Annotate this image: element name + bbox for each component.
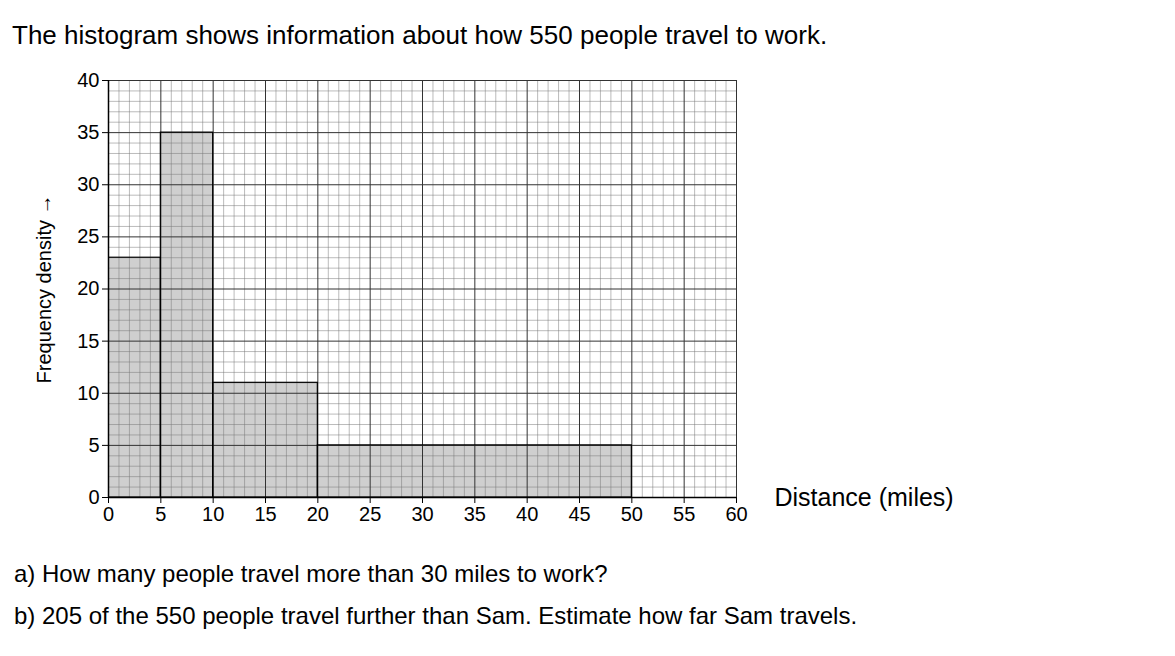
svg-text:15: 15 <box>254 503 276 525</box>
svg-text:30: 30 <box>411 503 433 525</box>
svg-text:20: 20 <box>307 503 329 525</box>
html-text:a) How many people travel more: a) How many people travel more than 30 m… <box>14 560 608 587</box>
svg-text:25: 25 <box>77 225 99 247</box>
html-text:b) 205 of the 550 people trave: b) 205 of the 550 people travel further … <box>14 602 858 629</box>
svg-text:60: 60 <box>725 503 747 525</box>
svg-text:0: 0 <box>103 503 114 525</box>
svg-text:40: 40 <box>77 69 99 91</box>
svg-text:5: 5 <box>88 434 99 456</box>
svg-text:50: 50 <box>621 503 643 525</box>
html-text:The histogram shows informatio: The histogram shows information about ho… <box>12 20 828 50</box>
svg-text:30: 30 <box>77 173 99 195</box>
svg-text:45: 45 <box>568 503 590 525</box>
svg-text:0: 0 <box>88 486 99 508</box>
svg-text:10: 10 <box>202 503 224 525</box>
svg-text:35: 35 <box>77 121 99 143</box>
svg-text:5: 5 <box>155 503 166 525</box>
svg-text:35: 35 <box>464 503 486 525</box>
svg-text:55: 55 <box>673 503 695 525</box>
svg-text:Distance (miles): Distance (miles) <box>775 483 954 511</box>
svg-text:15: 15 <box>77 330 99 352</box>
svg-text:Frequency density →: Frequency density → <box>33 195 55 384</box>
svg-text:25: 25 <box>359 503 381 525</box>
svg-text:10: 10 <box>77 382 99 404</box>
svg-text:20: 20 <box>77 277 99 299</box>
svg-text:40: 40 <box>516 503 538 525</box>
